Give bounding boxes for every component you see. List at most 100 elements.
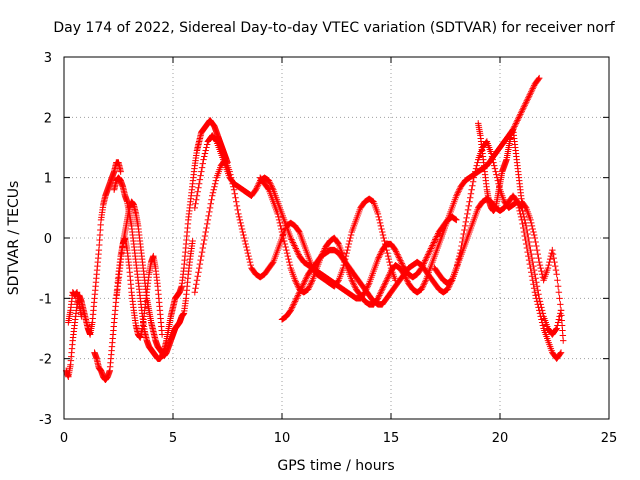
data-point [234,206,241,214]
data-point [545,261,552,269]
data-point [203,224,210,232]
data-point [291,299,298,307]
data-point [535,291,542,298]
data-point [308,278,315,285]
x-tick-label: 0 [60,431,68,446]
data-point [244,249,252,257]
data-point [254,182,262,189]
data-point [246,258,254,266]
data-point [525,93,533,100]
data-point [288,236,295,243]
data-point [529,85,536,92]
data-point [469,182,476,189]
data-point [294,281,301,288]
data-point [195,264,203,272]
data-point [266,178,273,186]
data-point [195,268,202,276]
data-point [538,307,546,314]
data-point [304,286,312,293]
data-point [376,252,383,260]
data-point [528,88,535,95]
data-point [474,159,481,166]
data-point [212,177,220,184]
data-point [294,292,302,299]
data-point [525,94,532,101]
data-point [456,249,464,257]
data-point [522,203,529,211]
data-point [473,162,480,169]
data-point [294,249,302,257]
x-tick-label: 15 [383,431,400,446]
data-point [454,189,462,196]
data-point [295,290,302,298]
data-point [287,307,294,314]
data-point [294,293,301,301]
data-point [283,246,290,254]
x-tick-label: 10 [274,431,291,446]
data-point [295,227,302,235]
data-point [530,228,537,236]
data-point [203,141,211,148]
data-point [555,316,563,323]
data-point [198,164,206,171]
data-point [530,262,537,270]
data-point [375,254,382,261]
data-point [203,220,211,228]
data-point [292,296,300,304]
data-point [384,252,392,260]
data-point [528,250,535,258]
data-point [210,186,217,193]
data-point [375,213,382,221]
data-point [334,239,342,247]
data-point [515,114,523,121]
data-point [296,287,304,294]
data-point [529,225,536,233]
data-point [375,293,382,301]
data-point [430,239,438,246]
data-point [458,242,465,250]
data-point [290,240,297,248]
data-point [519,220,526,228]
data-point [519,106,526,113]
data-point [393,249,401,257]
data-point [532,238,539,246]
data-point [453,216,460,224]
data-point [522,99,530,106]
data-point [195,184,202,191]
data-point [374,210,382,218]
data-point [193,281,200,288]
data-point [191,204,198,212]
data-point [383,277,390,284]
data-point [292,278,300,285]
data-point [537,264,544,272]
data-point [397,258,405,266]
data-point [524,230,531,238]
chart-title: Day 174 of 2022, Sidereal Day-to-day VTE… [53,20,615,36]
data-point [380,283,387,290]
data-point [403,275,410,282]
data-point [285,255,292,263]
data-point [385,272,393,279]
data-point [192,200,199,208]
data-point [297,286,305,293]
data-point [466,198,473,205]
data-point [456,252,463,260]
data-point [384,274,392,281]
data-point [300,280,307,287]
data-point [351,283,358,290]
data-point [201,236,208,244]
data-point [513,118,520,126]
data-point [546,255,554,263]
data-point [530,266,538,274]
data-point [516,112,523,120]
data-point [288,304,296,311]
data-point [557,349,565,356]
data-point [549,246,556,254]
data-point [344,243,352,251]
data-point [424,251,432,258]
data-point [490,159,497,166]
data-point [291,298,299,305]
data-point [433,233,440,240]
data-point [533,242,540,250]
